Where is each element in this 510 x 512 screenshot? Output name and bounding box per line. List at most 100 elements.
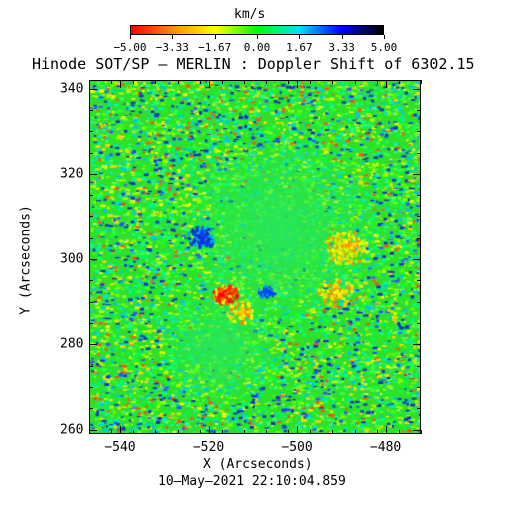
x-axis-tick [385,426,387,434]
y-axis-minor-tick [89,280,93,282]
x-axis-minor-tick [332,80,334,84]
plot-title: Hinode SOT/SP – MERLIN : Doppler Shift o… [32,55,475,73]
x-axis-minor-tick [398,430,400,434]
y-axis-minor-tick [89,152,93,154]
x-axis-minor-tick [421,80,422,84]
x-axis-minor-tick [288,80,290,84]
y-axis-tick [89,429,97,431]
x-axis-minor-tick [133,80,135,84]
y-axis-minor-tick [417,237,421,239]
x-axis-minor-tick [243,430,245,434]
x-axis-minor-tick [288,430,290,434]
y-axis-minor-tick [417,301,421,303]
y-axis-minor-tick [417,408,421,410]
x-axis-minor-tick [354,80,356,84]
x-axis-tick [208,426,210,434]
y-axis-minor-tick [417,195,421,197]
colorbar-tick-label: −1.67 [198,41,232,54]
y-axis-tick [89,344,97,346]
x-axis-minor-tick [376,430,378,434]
x-axis-label: X (Arcseconds) [203,457,313,472]
colorbar-tick-label: 0.00 [243,41,271,54]
y-axis-tick-label: 280 [60,336,84,352]
colorbar-tick-label: 5.00 [370,41,398,54]
y-axis-tick-label: 260 [60,422,84,438]
y-axis-tick-label: 320 [60,166,84,182]
colorbar-tick [341,35,343,39]
x-axis-minor-tick [89,430,90,434]
x-axis-tick-label: −500 [281,440,313,455]
x-axis-minor-tick [266,430,268,434]
y-axis-minor-tick [89,408,93,410]
colorbar-tick [130,35,131,39]
y-axis-label: Y (Arcseconds) [18,205,34,315]
y-axis-minor-tick [89,216,93,218]
y-axis-minor-tick [89,237,93,239]
y-axis-minor-tick [417,109,421,111]
y-axis-tick [413,259,421,261]
colorbar-tick [299,35,301,39]
x-axis-minor-tick [332,430,334,434]
x-axis-minor-tick [421,430,422,434]
x-axis-minor-tick [354,430,356,434]
y-axis-minor-tick [89,365,93,367]
x-axis-minor-tick [310,430,312,434]
y-axis-minor-tick [89,323,93,325]
x-axis-tick [119,80,121,88]
x-axis-tick [119,426,121,434]
y-axis-tick [413,88,421,90]
x-axis-minor-tick [266,80,268,84]
colorbar-tick-label: −5.00 [113,41,147,54]
colorbar-tick [384,35,385,39]
colorbar-unit-label: km/s [234,7,266,22]
colorbar-tick-label: 3.33 [328,41,355,54]
y-axis-minor-tick [89,301,93,303]
x-axis-minor-tick [155,80,157,84]
y-axis-minor-tick [89,109,93,111]
y-axis-minor-tick [417,131,421,133]
y-axis-minor-tick [417,216,421,218]
x-axis-tick [297,426,299,434]
x-axis-tick [208,80,210,88]
y-axis-minor-tick [89,195,93,197]
x-axis-tick-label: −480 [369,440,402,455]
x-axis-minor-tick [199,430,201,434]
x-axis-tick-label: −520 [192,440,225,455]
y-axis-tick-label: 300 [60,251,84,267]
colorbar [130,25,384,35]
colorbar-tick-label: 1.67 [286,41,313,54]
x-axis-minor-tick [310,80,312,84]
colorbar-tick [257,35,258,39]
x-axis-minor-tick [177,80,179,84]
doppler-map-image [90,81,420,433]
y-axis-minor-tick [89,387,93,389]
colorbar-tick-label: −3.33 [155,41,189,54]
x-axis-tick [297,80,299,88]
y-axis-tick [413,344,421,346]
y-axis-minor-tick [417,152,421,154]
y-axis-tick [89,173,97,175]
y-axis-minor-tick [417,280,421,282]
x-axis-minor-tick [111,80,113,84]
x-axis-minor-tick [177,430,179,434]
x-axis-tick [385,80,387,88]
x-axis-minor-tick [398,80,400,84]
x-axis-minor-tick [376,80,378,84]
x-axis-minor-tick [89,80,90,84]
doppler-map [89,80,421,434]
y-axis-tick [89,88,97,90]
x-axis-minor-tick [221,430,223,434]
y-axis-minor-tick [417,387,421,389]
colorbar-tick [172,35,174,39]
y-axis-tick-label: 340 [60,81,84,97]
observation-timestamp: 10–May–2021 22:10:04.859 [158,474,346,489]
y-axis-tick [413,173,421,175]
x-axis-minor-tick [133,430,135,434]
x-axis-minor-tick [111,430,113,434]
x-axis-tick-label: −540 [104,440,136,455]
x-axis-minor-tick [221,80,223,84]
y-axis-tick [89,259,97,261]
y-axis-minor-tick [417,365,421,367]
colorbar-tick [214,35,216,39]
x-axis-minor-tick [155,430,157,434]
